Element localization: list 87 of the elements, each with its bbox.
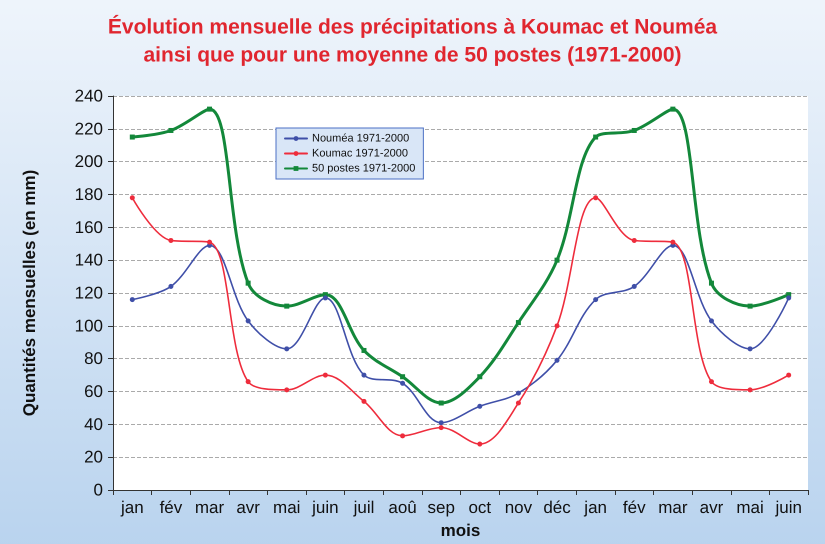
point <box>593 297 598 302</box>
y-tick-label: 100 <box>74 316 103 336</box>
y-axis-title: Quantités mensuelles (en mm) <box>20 170 39 416</box>
x-tick-label: oct <box>468 498 492 517</box>
x-tick-label: fév <box>622 498 646 517</box>
point <box>284 346 290 352</box>
y-tick-label: 240 <box>74 86 103 106</box>
point <box>438 425 444 430</box>
point <box>632 128 637 133</box>
point <box>708 318 714 324</box>
x-tick-label: fév <box>160 498 183 517</box>
point <box>516 390 521 396</box>
point <box>748 304 753 309</box>
point <box>786 372 792 378</box>
point <box>593 134 598 140</box>
point <box>322 295 328 300</box>
y-tick-label: 220 <box>74 119 103 138</box>
x-tick-label: juin <box>311 498 339 517</box>
legend-label: Nouméa 1971-2000 <box>312 132 410 144</box>
y-tick-label: 160 <box>74 218 103 237</box>
x-tick-label: jan <box>583 498 607 517</box>
point <box>322 372 328 378</box>
x-tick-label: sep <box>427 498 455 517</box>
point <box>361 372 366 378</box>
point <box>207 240 212 245</box>
point <box>748 387 753 392</box>
point <box>516 320 521 326</box>
y-tick-label: 180 <box>74 185 103 204</box>
point <box>593 195 598 200</box>
point <box>130 195 135 200</box>
point <box>554 258 560 263</box>
point <box>168 238 174 243</box>
y-tick-label: 200 <box>74 152 103 172</box>
point <box>168 128 174 133</box>
point <box>284 304 290 309</box>
point <box>130 297 135 302</box>
y-tick-label: 60 <box>84 382 103 401</box>
x-tick-label: déc <box>543 498 572 517</box>
point <box>554 358 560 363</box>
x-axis-title: mois <box>440 521 480 540</box>
x-tick-label: mar <box>658 498 688 517</box>
x-tick-label: aoû <box>388 498 417 517</box>
y-tick-label: 80 <box>84 349 103 368</box>
point <box>400 380 406 386</box>
y-tick-label: 0 <box>94 480 103 500</box>
point <box>670 240 676 245</box>
legend-label: Koumac 1971-2000 <box>312 148 408 160</box>
x-tick-label: avr <box>236 498 260 517</box>
point <box>207 106 212 112</box>
point <box>786 295 792 300</box>
point <box>361 398 366 404</box>
point <box>670 106 676 112</box>
point <box>708 379 714 384</box>
point <box>477 442 482 447</box>
point <box>246 280 251 286</box>
point <box>361 348 366 353</box>
x-tick-label: avr <box>700 498 724 517</box>
point <box>632 238 637 243</box>
point <box>168 284 174 289</box>
point <box>284 387 290 392</box>
point <box>632 284 637 289</box>
point <box>477 374 482 380</box>
point <box>400 433 406 438</box>
point <box>516 400 521 406</box>
x-tick-label: jan <box>120 498 144 517</box>
chart-title: Évolution mensuelle des précipitations à Koumac et Nouméa ainsi que pour une moyenne de 50 postes (1971-2000) <box>108 14 718 66</box>
y-tick-label: 20 <box>84 448 103 467</box>
point <box>246 379 251 384</box>
y-tick-label: 120 <box>74 284 103 302</box>
legend-label: 50 postes 1971-2000 <box>312 162 416 174</box>
x-tick-label: juin <box>774 498 802 517</box>
point <box>748 346 753 352</box>
y-tick-label: 140 <box>74 250 103 270</box>
x-tick-label: mai <box>273 498 300 517</box>
point <box>438 400 444 406</box>
point <box>438 420 444 426</box>
point <box>477 404 482 409</box>
point <box>130 134 135 140</box>
y-tick-label: 40 <box>84 414 103 434</box>
point <box>554 323 560 328</box>
x-tick-label: mar <box>194 498 225 517</box>
point <box>708 280 714 286</box>
point <box>400 374 406 380</box>
x-tick-label: mai <box>736 498 764 517</box>
x-tick-label: nov <box>504 498 533 517</box>
x-tick-label: juil <box>352 498 374 517</box>
point <box>246 318 251 324</box>
